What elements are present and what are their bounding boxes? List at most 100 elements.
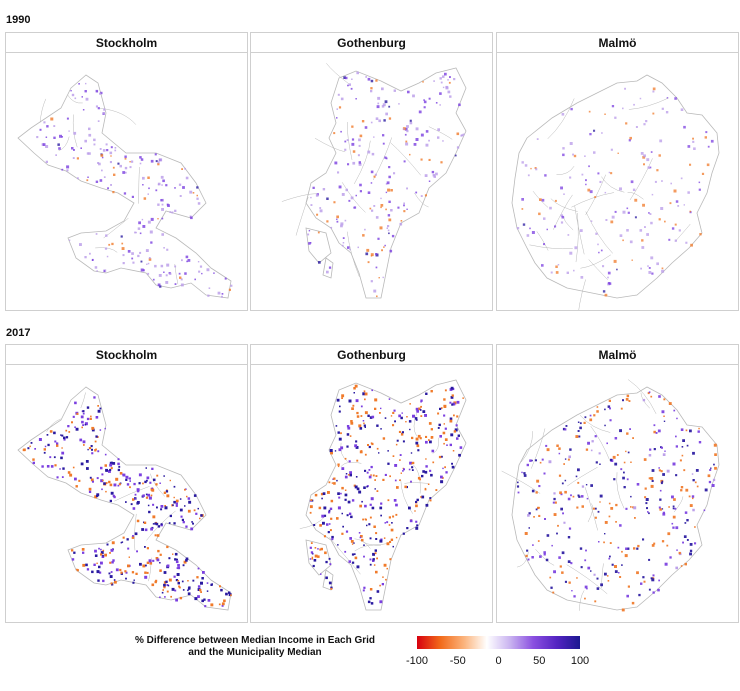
- grid-cell: [147, 220, 151, 224]
- grid-cell: [341, 486, 344, 490]
- grid-cell: [422, 81, 424, 83]
- grid-cell: [622, 107, 624, 110]
- map-1990-malmo: [511, 74, 720, 310]
- income-grid-cells: [307, 71, 465, 298]
- grid-cell: [128, 556, 130, 558]
- grid-cell: [364, 411, 368, 415]
- grid-cell: [66, 117, 69, 120]
- grid-cell: [367, 444, 369, 446]
- grid-cell: [538, 514, 541, 517]
- grid-cell: [374, 488, 376, 490]
- grid-cell: [590, 570, 592, 572]
- grid-cell: [311, 552, 314, 555]
- grid-cell: [207, 599, 211, 602]
- grid-cell: [673, 189, 677, 193]
- grid-cell: [398, 430, 401, 433]
- grid-cell: [82, 563, 86, 567]
- grid-cell: [320, 573, 322, 575]
- grid-cell: [584, 585, 588, 589]
- grid-cell: [692, 497, 694, 500]
- grid-cell: [410, 480, 412, 483]
- grid-cell: [694, 542, 697, 545]
- grid-cell: [81, 426, 83, 429]
- grid-cell: [622, 210, 626, 214]
- grid-cell: [460, 134, 463, 137]
- grid-cell: [415, 407, 419, 411]
- grid-cell: [576, 577, 578, 579]
- grid-cell: [456, 437, 459, 440]
- grid-cell: [428, 158, 431, 161]
- grid-cell: [451, 403, 454, 406]
- grid-cell: [331, 535, 334, 539]
- grid-cell: [182, 521, 185, 524]
- grid-cell: [628, 139, 631, 142]
- district-boundary: [354, 140, 371, 185]
- grid-cell: [112, 166, 115, 169]
- grid-cell: [456, 400, 460, 404]
- grid-cell: [127, 250, 131, 253]
- grid-cell: [690, 243, 693, 247]
- grid-cell: [617, 152, 619, 154]
- grid-cell: [423, 106, 426, 109]
- grid-cell: [589, 418, 593, 422]
- grid-cell: [169, 211, 172, 213]
- grid-cell: [535, 491, 538, 494]
- grid-cell: [443, 442, 445, 445]
- grid-cell: [157, 549, 160, 553]
- grid-cell: [425, 503, 429, 507]
- grid-cell: [432, 461, 435, 464]
- grid-cell: [353, 387, 356, 390]
- grid-cell: [521, 198, 524, 201]
- district-boundary: [341, 182, 366, 213]
- grid-cell: [164, 506, 168, 510]
- grid-cell: [527, 514, 530, 517]
- grid-cell: [592, 507, 595, 510]
- grid-cell: [328, 509, 331, 512]
- grid-cell: [653, 448, 656, 451]
- grid-cell: [439, 104, 441, 106]
- grid-cell: [163, 571, 167, 574]
- grid-cell: [75, 427, 79, 431]
- grid-cell: [610, 507, 614, 510]
- year-label-2017: 2017: [6, 327, 31, 339]
- grid-cell: [389, 475, 391, 478]
- legend-title-line1: % Difference between Median Income in Ea…: [134, 635, 376, 646]
- grid-cell: [340, 97, 344, 101]
- grid-cell: [603, 541, 605, 544]
- grid-cell: [355, 194, 357, 197]
- grid-cell: [627, 451, 630, 454]
- grid-cell: [326, 523, 329, 526]
- grid-cell: [98, 162, 101, 166]
- grid-cell: [199, 517, 201, 520]
- grid-cell: [698, 441, 702, 444]
- grid-cell: [161, 591, 164, 594]
- grid-cell: [351, 125, 354, 128]
- grid-cell: [314, 493, 318, 497]
- grid-cell: [155, 522, 159, 526]
- grid-cell: [325, 576, 328, 580]
- grid-cell: [453, 78, 456, 81]
- district-boundary: [567, 466, 598, 487]
- grid-cell: [331, 538, 334, 541]
- grid-cell: [351, 407, 354, 410]
- grid-cell: [435, 102, 438, 104]
- grid-cell: [370, 87, 373, 90]
- grid-cell: [336, 117, 338, 119]
- grid-cell: [648, 477, 651, 480]
- grid-cell: [86, 417, 90, 421]
- grid-cell: [187, 259, 191, 262]
- grid-cell: [45, 160, 48, 163]
- grid-cell: [595, 232, 598, 235]
- panel-1990-stockholm: Stockholm: [5, 32, 248, 311]
- grid-cell: [102, 112, 105, 115]
- grid-cell: [379, 226, 383, 230]
- grid-cell: [138, 482, 141, 485]
- grid-cell: [146, 263, 148, 265]
- grid-cell: [416, 410, 419, 413]
- grid-cell: [625, 398, 629, 401]
- grid-cell: [366, 471, 369, 474]
- grid-cell: [425, 143, 429, 147]
- grid-cell: [329, 449, 333, 452]
- grid-cell: [128, 477, 131, 480]
- income-grid-cells: [516, 391, 717, 612]
